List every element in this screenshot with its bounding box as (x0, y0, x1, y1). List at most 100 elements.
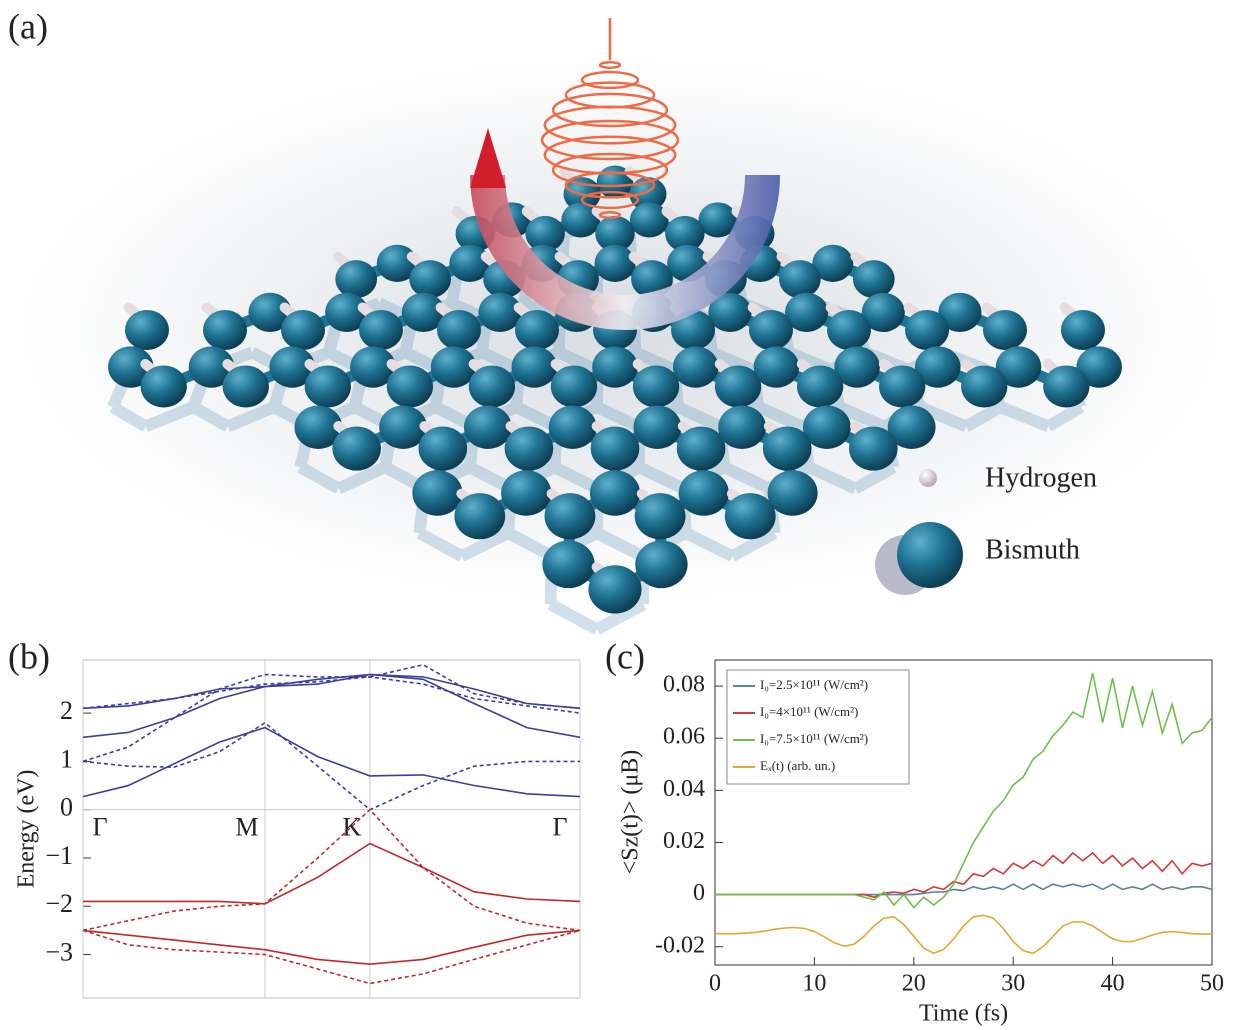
figure: (a) Hydrogen Bismuth (b) −3 −2 −1 0 1 2 Γ M K Γ Ene… (0, 0, 1236, 1030)
legend-label: Bismuth (985, 534, 1080, 565)
bismuth (591, 426, 640, 470)
bismuth (1043, 365, 1089, 407)
bismuth (478, 293, 521, 332)
bismuth (464, 405, 512, 448)
bismuth (715, 365, 761, 407)
bismuth (305, 365, 351, 407)
bismuth (505, 426, 554, 470)
series-line (83, 723, 580, 810)
panel-label: (a) (8, 6, 48, 46)
plot-frame (83, 660, 580, 998)
bismuth (853, 260, 895, 298)
bismuth (961, 365, 1007, 407)
bismuth (125, 310, 169, 350)
bismuth (595, 245, 636, 282)
bismuth (630, 202, 669, 237)
x-tick-label: 10 (802, 971, 826, 997)
bismuth (203, 310, 247, 350)
x-tick-label: 20 (902, 971, 926, 997)
y-tick-label: 0.06 (663, 724, 705, 750)
y-tick-label: 2 (60, 696, 73, 725)
bismuth (879, 365, 925, 407)
bismuth (501, 470, 551, 516)
bismuth (677, 426, 726, 470)
bismuth (673, 346, 719, 387)
y-tick-label: −1 (45, 841, 73, 870)
bismuth (635, 541, 687, 589)
y-tick-label: 0 (60, 793, 73, 822)
series-line (83, 665, 580, 762)
legend-label: Hydrogen (985, 462, 1097, 493)
panel-label: (b) (8, 636, 50, 676)
bismuth (542, 541, 594, 589)
bismuth (412, 470, 462, 516)
bismuth (779, 260, 821, 298)
y-tick-label: −2 (45, 889, 73, 918)
hydrogen-icon (919, 469, 937, 487)
x-tick-label: 40 (1101, 971, 1125, 997)
y-tick-label: 0.02 (663, 828, 705, 854)
bismuth (409, 260, 451, 298)
bismuth (635, 493, 686, 539)
y-tick-label: 1 (60, 744, 73, 773)
x-axis-label: Time (fs) (919, 1001, 1008, 1027)
bismuth (633, 405, 681, 448)
legend-label: Eₓ(t) (arb. un.) (760, 758, 835, 773)
bismuth (983, 310, 1027, 350)
bismuth (592, 346, 638, 387)
bismuth (849, 426, 898, 470)
y-tick-label: −3 (45, 938, 73, 967)
series-line (83, 675, 580, 738)
x-tick-label: Γ (92, 813, 107, 842)
bismuth (679, 470, 729, 516)
x-tick-label: Γ (552, 813, 567, 842)
bismuth (797, 365, 843, 407)
bismuth (332, 426, 381, 470)
y-tick-label: 0.08 (663, 672, 705, 698)
legend-label: I₀=4×10¹¹ (W/cm²) (760, 704, 858, 719)
x-tick-label: 50 (1200, 971, 1224, 997)
series-line (715, 884, 1212, 894)
series-line (715, 916, 1212, 954)
bismuth (588, 565, 641, 613)
x-tick-label: M (235, 813, 258, 842)
bismuth (725, 493, 776, 539)
bismuth (515, 310, 559, 350)
series-line (83, 810, 580, 931)
bond-shadow (551, 604, 597, 629)
bismuth (544, 493, 595, 539)
bismuth (763, 426, 812, 470)
bismuth (335, 260, 377, 298)
series-line (83, 844, 580, 904)
bismuth (1061, 310, 1105, 350)
bismuth (549, 405, 597, 448)
bismuth (749, 310, 793, 350)
panel-label: (c) (605, 636, 645, 676)
series-line (83, 728, 580, 797)
legend-label: I₀=7.5×10¹¹ (W/cm²) (760, 731, 868, 746)
bismuth (551, 365, 597, 407)
x-tick-label: 0 (709, 971, 721, 997)
y-axis-label: <Sz(t)> (μB) (618, 750, 644, 875)
y-tick-label: 0.04 (663, 776, 705, 802)
bismuth (718, 405, 766, 448)
bismuth-icon (897, 522, 963, 588)
bismuth (454, 493, 505, 539)
y-tick-label: 0 (693, 880, 705, 906)
y-tick-label: -0.02 (655, 932, 705, 958)
bismuth (768, 470, 818, 516)
x-tick-label: K (342, 813, 361, 842)
bismuth (437, 310, 481, 350)
bismuth (141, 365, 187, 407)
bismuth (281, 310, 325, 350)
bismuth (827, 310, 871, 350)
x-tick-label: 30 (1001, 971, 1025, 997)
bismuth (512, 346, 558, 387)
bismuth (590, 470, 640, 516)
bismuth (223, 365, 269, 407)
bismuth (387, 365, 433, 407)
y-axis-label: Energy (eV) (14, 770, 40, 889)
bismuth (469, 365, 515, 407)
legend-label: I₀=2.5×10¹¹ (W/cm²) (760, 677, 868, 692)
bismuth (633, 365, 679, 407)
